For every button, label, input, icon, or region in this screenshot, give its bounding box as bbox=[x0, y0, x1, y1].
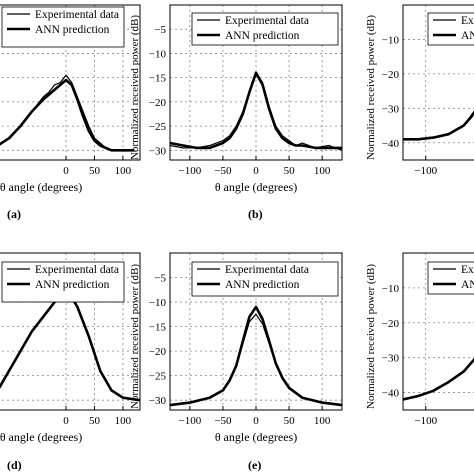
panel-a: 0 50 100 θ angle (degrees) Experimental data… bbox=[0, 4, 141, 221]
legend-box bbox=[427, 261, 474, 295]
x-tick-label: 0 bbox=[63, 415, 69, 427]
panel-e: −100 −50 0 50 100 −30 −25 −20 −15 −10 −5 θ angle (d… bbox=[129, 252, 343, 472]
legend-entry: Experimental data bbox=[225, 264, 309, 276]
x-tick-label: −100 bbox=[178, 165, 201, 177]
series-line-ann bbox=[170, 305, 342, 407]
x-tick-label: 50 bbox=[89, 165, 101, 177]
y-tick-label: −10 bbox=[149, 297, 167, 309]
y-tick-label: −40 bbox=[382, 388, 400, 400]
series-line-ann bbox=[403, 357, 474, 401]
x-axis-label: θ angle (degrees) bbox=[215, 430, 297, 444]
legend-entry: Experimental data bbox=[35, 264, 119, 276]
subfigure-label: (b) bbox=[248, 207, 263, 221]
series-line-ann bbox=[0, 293, 140, 402]
x-tick-label: 50 bbox=[284, 165, 296, 177]
panel-b: −100 −50 0 50 100 −30 −25 −20 −15 −10 −5 θ angle (d… bbox=[129, 4, 343, 221]
legend-entry: Experimental data bbox=[35, 9, 119, 21]
y-tick-label: −30 bbox=[149, 145, 167, 157]
legend: Experimental data ANN prediction bbox=[427, 12, 474, 46]
series-line-ann bbox=[170, 71, 342, 150]
y-tick-label: −15 bbox=[149, 322, 167, 334]
series-line-ann bbox=[0, 78, 135, 152]
x-tick-label: −100 bbox=[414, 165, 437, 177]
x-tick-label: 0 bbox=[253, 165, 259, 177]
series-line-ann bbox=[403, 110, 474, 141]
y-tick-label: −20 bbox=[149, 346, 167, 358]
y-tick-label: −20 bbox=[149, 97, 167, 109]
legend: Experimental data ANN prediction bbox=[427, 261, 474, 295]
y-tick-label: −30 bbox=[382, 353, 400, 365]
y-tick-label: −25 bbox=[149, 121, 167, 133]
legend-entry: ANN prediction bbox=[461, 30, 474, 42]
series-line-experimental bbox=[0, 74, 135, 151]
y-tick-label: −30 bbox=[149, 395, 167, 407]
legend-entry: ANN prediction bbox=[225, 30, 300, 42]
legend: Experimental data ANN prediction bbox=[191, 12, 339, 46]
legend: Experimental data ANN prediction bbox=[191, 261, 339, 297]
x-tick-label: −100 bbox=[178, 415, 201, 427]
legend-box bbox=[427, 12, 474, 46]
x-tick-label: 100 bbox=[115, 165, 132, 177]
legend-box bbox=[191, 12, 339, 46]
y-tick-label: −25 bbox=[149, 371, 167, 383]
x-tick-label: −50 bbox=[214, 415, 232, 427]
y-axis-label: Normalized received power (dB) bbox=[129, 15, 141, 160]
panel-c: −100−40−30−20−10θ angleNormalized receiv… bbox=[365, 4, 474, 177]
series-line-experimental bbox=[403, 110, 474, 140]
x-tick-label: −100 bbox=[414, 415, 437, 427]
series-line-experimental bbox=[0, 294, 140, 401]
x-tick-label: 100 bbox=[115, 415, 132, 427]
y-tick-label: −5 bbox=[154, 24, 166, 36]
axes-frame bbox=[402, 4, 474, 161]
legend: Experimental data ANN prediction bbox=[1, 6, 125, 48]
y-tick-label: −40 bbox=[382, 138, 400, 150]
y-tick-label: −10 bbox=[382, 283, 400, 295]
x-axis-label: θ angle (degrees) bbox=[0, 180, 82, 194]
x-tick-label: 100 bbox=[314, 415, 331, 427]
y-axis-label: Normalized received power (dB) bbox=[365, 15, 377, 160]
y-axis-label: Normalized received power (dB) bbox=[129, 264, 141, 409]
legend-entry: ANN prediction bbox=[225, 279, 300, 291]
y-tick-label: −5 bbox=[154, 273, 166, 285]
x-axis-label: θ angle (degrees) bbox=[215, 180, 297, 194]
y-axis-label: Normalized received power (dB) bbox=[365, 264, 377, 409]
y-tick-label: −30 bbox=[382, 103, 400, 115]
panel-f: −100−40−30−20−10θ angleNormalized receiv… bbox=[365, 252, 474, 427]
subfigure-label: (e) bbox=[248, 458, 261, 472]
y-tick-label: −10 bbox=[382, 34, 400, 46]
legend-entry: Experimental data bbox=[461, 15, 474, 27]
x-tick-label: 100 bbox=[314, 165, 331, 177]
subfigure-label: (a) bbox=[7, 207, 21, 221]
x-axis-label: θ angle (degrees) bbox=[0, 430, 82, 444]
x-tick-label: 0 bbox=[63, 165, 69, 177]
legend: Experimental data ANN prediction bbox=[1, 261, 125, 303]
legend-entry: Experimental data bbox=[461, 264, 474, 276]
legend-entry: ANN prediction bbox=[35, 24, 110, 36]
x-tick-label: 0 bbox=[253, 415, 259, 427]
axes-frame bbox=[402, 252, 474, 411]
x-tick-label: −50 bbox=[214, 165, 232, 177]
panel-d: 0 50 100 θ angle (degrees) Experimental data… bbox=[0, 252, 141, 472]
x-tick-label: 50 bbox=[89, 415, 101, 427]
y-tick-label: −20 bbox=[382, 318, 400, 330]
y-tick-label: −20 bbox=[382, 69, 400, 81]
x-tick-label: 50 bbox=[284, 415, 296, 427]
legend-box bbox=[191, 261, 339, 297]
y-tick-label: −15 bbox=[149, 73, 167, 85]
y-tick-label: −10 bbox=[149, 48, 167, 60]
legend-entry: ANN prediction bbox=[461, 279, 474, 291]
legend-entry: ANN prediction bbox=[35, 279, 110, 291]
legend-entry: Experimental data bbox=[225, 15, 309, 27]
subfigure-label: (d) bbox=[7, 458, 22, 472]
